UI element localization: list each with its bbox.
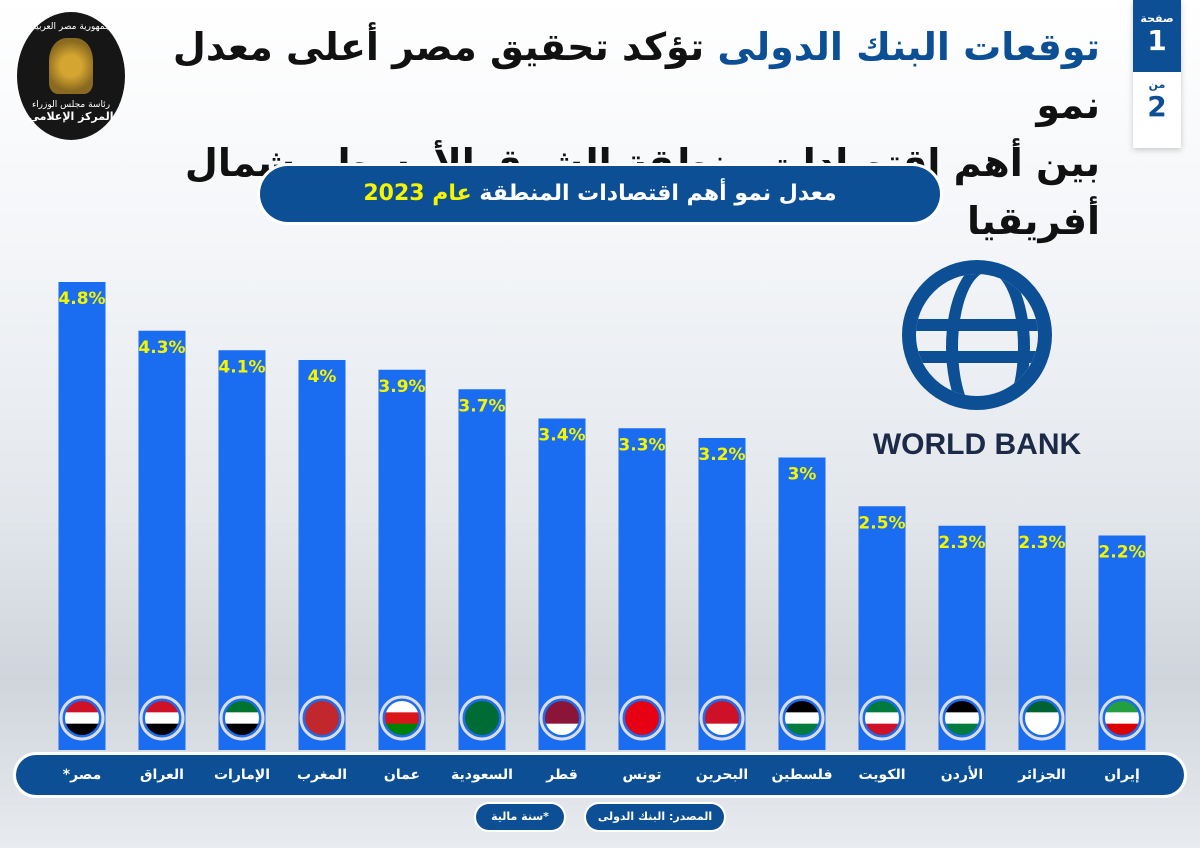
flag-ring (379, 695, 425, 741)
category-label: الكويت (858, 767, 906, 783)
flag-icon (785, 701, 819, 735)
page-indicator: صفحة 1 من 2 (1133, 0, 1181, 148)
flag-ring (779, 695, 825, 741)
category-labels-bar: مصر* العراق الإمارات المغرب عمان السعودية قطر ت… (16, 755, 1184, 795)
data-label: 3.4% (538, 426, 585, 446)
page-label: صفحة (1140, 12, 1174, 25)
logo-middle-text: رئاسة مجلس الوزراء (31, 100, 111, 110)
flag-icon (65, 701, 99, 735)
page-current: 1 (1147, 24, 1167, 57)
bar (138, 330, 186, 750)
source-label: المصدر: البنك الدولى (586, 804, 724, 830)
flag-ring (619, 695, 665, 741)
flag-icon (625, 701, 659, 735)
category-label: الإمارات (213, 767, 271, 783)
flag-icon (465, 701, 499, 735)
bar (298, 360, 346, 750)
data-label: 4.3% (138, 338, 185, 358)
page-title: توقعات البنك الدولى تؤكد تحقيق مصر أعلى … (100, 18, 1100, 250)
flag-ring (699, 695, 745, 741)
data-label: 3.7% (458, 396, 505, 416)
world-bank-text: WORLD BANK (872, 428, 1082, 461)
eagle-emblem-icon (49, 38, 93, 94)
flag-icon (1105, 701, 1139, 735)
data-label: 4.8% (58, 289, 105, 309)
data-label: 2.2% (1098, 543, 1145, 563)
category-label: الأردن (940, 767, 984, 783)
category-label: السعودية (451, 767, 513, 783)
flag-icon (145, 701, 179, 735)
flag-icon (385, 701, 419, 735)
flag-ring (939, 695, 985, 741)
data-label: 4.1% (218, 357, 265, 377)
flag-icon (305, 701, 339, 735)
bar (458, 389, 506, 750)
bar (218, 350, 266, 750)
data-label: 3.9% (378, 377, 425, 397)
category-label: مصر* (62, 767, 102, 783)
logo-bottom-text: المركز الإعلامي (28, 110, 114, 123)
chart-title-year: عام 2023 (363, 181, 472, 206)
chart-title-main: معدل نمو أهم اقتصادات المنطقة (479, 181, 837, 206)
category-label: المغرب (296, 767, 348, 783)
flag-ring (1019, 695, 1065, 741)
bar (378, 369, 426, 750)
flag-icon (705, 701, 739, 735)
flag-icon (865, 701, 899, 735)
data-label: 4% (308, 367, 337, 387)
category-label: عمان (383, 767, 421, 783)
category-label: البحرين (695, 767, 749, 783)
flag-ring (299, 695, 345, 741)
category-label: الجزائر (1018, 767, 1066, 783)
category-label: قطر (546, 767, 578, 783)
data-label: 3.2% (698, 445, 745, 465)
title-rest: تؤكد تحقيق مصر أعلى معدل نمو (172, 25, 1100, 127)
flag-ring (859, 695, 905, 741)
flag-icon (225, 701, 259, 735)
data-label: 2.3% (1018, 533, 1065, 553)
flag-icon (1025, 701, 1059, 735)
footnote-label: *سنة مالية (476, 804, 564, 830)
chart-title: معدل نمو أهم اقتصادات المنطقة عام 2023 (260, 166, 940, 222)
data-label: 2.3% (938, 533, 985, 553)
category-label: العراق (140, 767, 184, 783)
flag-icon (545, 701, 579, 735)
bar (58, 282, 106, 750)
flag-ring (1099, 695, 1145, 741)
category-label: إيران (1104, 767, 1140, 783)
logo-top-text: جمهورية مصر العربية (31, 22, 111, 32)
media-center-logo: جمهورية مصر العربية رئاسة مجلس الوزراء ا… (17, 12, 125, 140)
flag-icon (945, 701, 979, 735)
page-of: من (1148, 78, 1166, 91)
flag-ring (139, 695, 185, 741)
flag-ring (539, 695, 585, 741)
data-label: 3% (788, 465, 817, 485)
title-highlight: توقعات البنك الدولى (717, 25, 1100, 69)
flag-ring (59, 695, 105, 741)
flag-ring (219, 695, 265, 741)
data-label: 2.5% (858, 513, 905, 533)
category-label: فلسطين (771, 767, 833, 783)
category-label: تونس (622, 767, 662, 783)
flag-ring (459, 695, 505, 741)
world-bank-logo: WORLD BANK (862, 260, 1092, 462)
page-total: 2 (1147, 90, 1167, 123)
data-label: 3.3% (618, 435, 665, 455)
bar (538, 418, 586, 750)
